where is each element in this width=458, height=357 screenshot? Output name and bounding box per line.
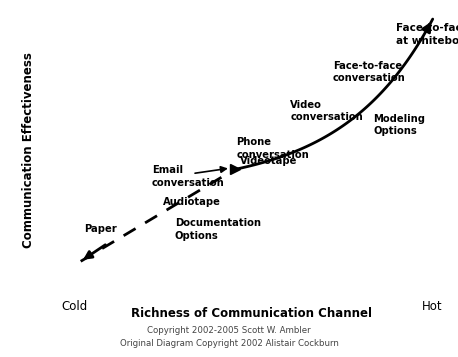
Text: Email
conversation: Email conversation bbox=[152, 165, 224, 188]
Text: Videotape: Videotape bbox=[240, 156, 298, 166]
Text: Modeling
Options: Modeling Options bbox=[373, 114, 425, 136]
Text: Face-to-face
conversation: Face-to-face conversation bbox=[333, 61, 405, 83]
Text: Copyright 2002-2005 Scott W. Ambler
Original Diagram Copyright 2002 Alistair Coc: Copyright 2002-2005 Scott W. Ambler Orig… bbox=[120, 326, 338, 348]
Text: Phone
conversation: Phone conversation bbox=[236, 137, 309, 160]
Text: Cold: Cold bbox=[61, 300, 88, 313]
Text: Paper: Paper bbox=[85, 224, 117, 234]
Text: Audiotape: Audiotape bbox=[164, 197, 221, 207]
Text: Hot: Hot bbox=[422, 300, 442, 313]
Text: Richness of Communication Channel: Richness of Communication Channel bbox=[131, 307, 372, 320]
Text: Documentation
Options: Documentation Options bbox=[175, 218, 261, 241]
Text: Communication Effectiveness: Communication Effectiveness bbox=[22, 52, 35, 248]
Text: Face-to-face
at whiteboard: Face-to-face at whiteboard bbox=[396, 23, 458, 46]
Text: Video
conversation: Video conversation bbox=[290, 100, 363, 122]
